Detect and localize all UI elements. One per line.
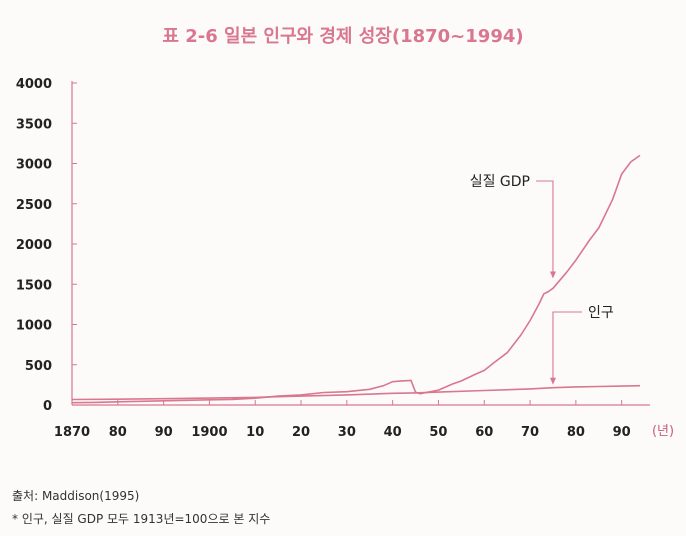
x-tick-label: 80 xyxy=(109,425,127,440)
x-tick-label: 1900 xyxy=(191,425,227,440)
annotation-population-arrowhead xyxy=(549,377,556,385)
series-line-gdp xyxy=(71,154,641,404)
y-tick-label: 4000 xyxy=(16,77,52,92)
y-tick-label: 1000 xyxy=(16,319,52,334)
x-tick-label: 1870 xyxy=(54,425,90,440)
y-tick-label: 0 xyxy=(43,399,52,414)
annotation-gdp-leader xyxy=(536,180,554,274)
y-tick-label: 2000 xyxy=(16,238,52,253)
footnote: * 인구, 실질 GDP 모두 1913년=100으로 본 지수 xyxy=(12,512,271,526)
annotation-gdp-arrowhead xyxy=(549,271,556,279)
y-tick-label: 2500 xyxy=(16,198,52,213)
y-tick-label: 3500 xyxy=(16,117,52,132)
x-tick-label: 80 xyxy=(567,425,585,440)
source-note: 출처: Maddison(1995) xyxy=(12,489,140,503)
y-tick-label: 500 xyxy=(25,359,52,374)
annotation-population-leader xyxy=(552,311,582,380)
y-tick-label: 1500 xyxy=(16,278,52,293)
x-tick-label: 10 xyxy=(246,425,264,440)
chart-title: 표 2-6 일본 인구와 경제 성장(1870~1994) xyxy=(162,26,524,47)
x-tick-label: 90 xyxy=(155,425,173,440)
annotation-gdp-label: 실질 GDP xyxy=(470,174,530,190)
x-tick-label: 50 xyxy=(429,425,447,440)
y-axis-ticks: 0 500 1000 1500 2000 2500 3000 3500 4000 xyxy=(16,77,77,414)
x-tick-label: 60 xyxy=(475,425,493,440)
x-axis-ticks: 1870 80 90 1900 10 20 30 40 50 60 70 80 90 (년) xyxy=(54,400,674,440)
x-tick-label: 40 xyxy=(384,425,402,440)
series-lines xyxy=(71,154,641,404)
x-tick-label: 30 xyxy=(338,425,356,440)
y-tick-label: 3000 xyxy=(16,158,52,173)
x-tick-label: 90 xyxy=(613,425,631,440)
series-line-population xyxy=(71,384,641,401)
annotations: 실질 GDP 인구 xyxy=(470,174,614,385)
x-tick-label: 20 xyxy=(292,425,310,440)
chart-svg: 0 500 1000 1500 2000 2500 3000 3500 4000 1870 80 9… xyxy=(16,77,674,440)
axes xyxy=(71,81,650,406)
x-tick-label: 70 xyxy=(521,425,539,440)
x-axis-unit: (년) xyxy=(652,424,674,439)
annotation-population-label: 인구 xyxy=(588,305,614,321)
